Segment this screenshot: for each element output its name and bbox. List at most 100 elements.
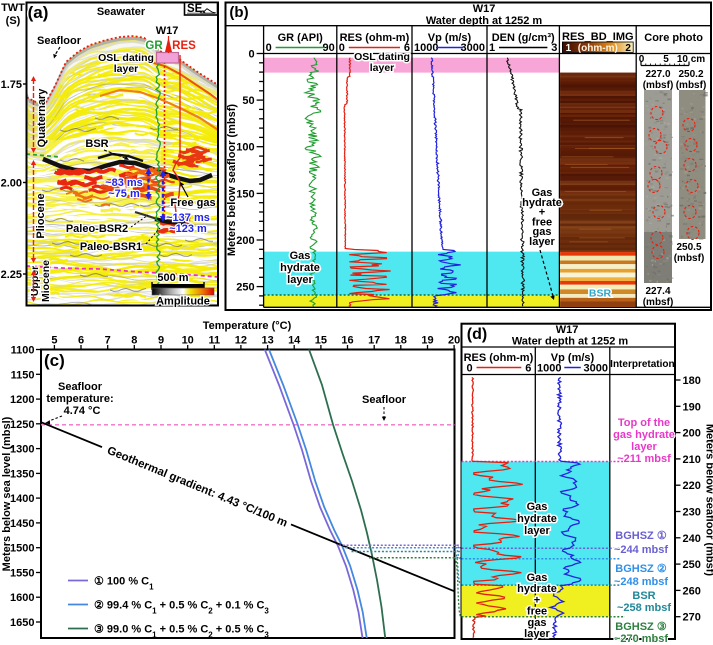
svg-text:TWT: TWT bbox=[1, 2, 25, 14]
svg-text:② 99.4 % C1 + 0.5 % C2 + 0.1 %: ② 99.4 % C1 + 0.5 % C2 + 0.1 % C3 bbox=[94, 600, 269, 616]
svg-text:Meters below sea level (mbsl): Meters below sea level (mbsl) bbox=[1, 416, 13, 571]
svg-text:RES_BD_IMG: RES_BD_IMG bbox=[562, 31, 634, 43]
svg-text:0: 0 bbox=[466, 363, 472, 375]
svg-text:GR (API): GR (API) bbox=[278, 32, 324, 44]
svg-text:1: 1 bbox=[489, 42, 495, 54]
svg-text:BSR: BSR bbox=[632, 590, 655, 602]
svg-text:free: free bbox=[532, 216, 552, 228]
svg-text:Meters below seafloor (mbsf): Meters below seafloor (mbsf) bbox=[704, 424, 713, 577]
svg-text:Gas: Gas bbox=[532, 187, 553, 199]
svg-text:1.75: 1.75 bbox=[1, 79, 22, 91]
svg-text:260: 260 bbox=[683, 585, 701, 597]
svg-text:~244 mbsf: ~244 mbsf bbox=[614, 544, 668, 556]
svg-text:250: 250 bbox=[683, 559, 701, 571]
svg-text:Water depth at 1252 m: Water depth at 1252 m bbox=[426, 15, 543, 27]
svg-text:Gas: Gas bbox=[527, 501, 548, 513]
svg-text:(S): (S) bbox=[6, 15, 21, 27]
svg-text:(c): (c) bbox=[44, 351, 65, 370]
svg-text:+: + bbox=[539, 207, 545, 219]
svg-text:6: 6 bbox=[525, 363, 531, 375]
svg-text:240: 240 bbox=[683, 533, 701, 545]
svg-text:250.5: 250.5 bbox=[676, 242, 701, 253]
svg-text:1350: 1350 bbox=[10, 468, 34, 480]
svg-text:16: 16 bbox=[341, 335, 353, 347]
svg-text:10 cm: 10 cm bbox=[677, 54, 705, 65]
svg-text:8: 8 bbox=[131, 335, 137, 347]
svg-text:hydrate: hydrate bbox=[517, 583, 557, 595]
svg-text:12: 12 bbox=[235, 335, 247, 347]
svg-text:500 m: 500 m bbox=[157, 272, 188, 284]
svg-text:Gas: Gas bbox=[290, 250, 311, 262]
svg-text:Pliocene: Pliocene bbox=[35, 193, 47, 238]
svg-text:6: 6 bbox=[78, 335, 84, 347]
svg-text:W17: W17 bbox=[556, 324, 579, 336]
svg-text:0: 0 bbox=[248, 49, 254, 61]
svg-text:GR: GR bbox=[145, 40, 163, 52]
svg-text:Seafloor: Seafloor bbox=[37, 35, 82, 47]
svg-text:6: 6 bbox=[404, 42, 410, 54]
svg-text:0: 0 bbox=[339, 42, 345, 54]
svg-text:RES (ohm-m): RES (ohm-m) bbox=[464, 352, 534, 364]
svg-text:250: 250 bbox=[236, 282, 254, 294]
svg-text:Seafloor: Seafloor bbox=[58, 381, 103, 393]
svg-text:Quaternary: Quaternary bbox=[36, 88, 48, 148]
svg-text:③ 99.0 % C1 + 0.5 % C2 + 0.5 %: ③ 99.0 % C1 + 0.5 % C2 + 0.5 % C3 bbox=[94, 624, 269, 640]
svg-text:7: 7 bbox=[105, 335, 111, 347]
svg-text:9: 9 bbox=[158, 335, 164, 347]
svg-text:13: 13 bbox=[261, 335, 273, 347]
svg-text:~270 mbsf: ~270 mbsf bbox=[614, 633, 668, 645]
svg-text:~248 mbsf: ~248 mbsf bbox=[614, 576, 668, 588]
svg-text:hydrate: hydrate bbox=[517, 513, 557, 525]
svg-text:① 100 % C1: ① 100 % C1 bbox=[94, 576, 154, 592]
svg-text:230: 230 bbox=[683, 507, 701, 519]
svg-text:Gas: Gas bbox=[527, 572, 548, 584]
svg-text:200: 200 bbox=[236, 235, 254, 247]
svg-text:Miocene: Miocene bbox=[40, 260, 52, 302]
svg-text:BSR: BSR bbox=[85, 138, 108, 150]
svg-text:2.00: 2.00 bbox=[1, 178, 22, 190]
svg-text:(mbsf): (mbsf) bbox=[643, 297, 674, 308]
svg-text:~123 m: ~123 m bbox=[169, 223, 207, 235]
svg-text:11: 11 bbox=[208, 335, 220, 347]
svg-text:1300: 1300 bbox=[10, 444, 34, 456]
svg-text:Meters below seafloor (mbsf): Meters below seafloor (mbsf) bbox=[226, 104, 238, 257]
svg-text:hydrate: hydrate bbox=[522, 197, 562, 209]
svg-text:layer: layer bbox=[370, 62, 395, 74]
svg-text:17: 17 bbox=[368, 335, 380, 347]
svg-text:temperature:: temperature: bbox=[46, 393, 113, 405]
svg-text:1550: 1550 bbox=[10, 568, 34, 580]
svg-text:1650: 1650 bbox=[10, 617, 34, 629]
svg-text:227.4: 227.4 bbox=[645, 286, 670, 297]
svg-text:~75 m: ~75 m bbox=[108, 188, 140, 200]
svg-text:BSR: BSR bbox=[589, 288, 612, 300]
svg-text:Seafloor: Seafloor bbox=[362, 394, 407, 406]
svg-text:5: 5 bbox=[663, 54, 669, 65]
svg-text:SE: SE bbox=[187, 3, 203, 15]
svg-text:free: free bbox=[527, 606, 547, 618]
svg-text:Vp (m/s): Vp (m/s) bbox=[428, 32, 472, 44]
svg-text:(a): (a) bbox=[28, 3, 49, 22]
svg-text:3000: 3000 bbox=[584, 363, 608, 375]
svg-text:Amplitude: Amplitude bbox=[156, 296, 210, 308]
svg-text:RES: RES bbox=[172, 40, 196, 52]
svg-text:~258 mbsf: ~258 mbsf bbox=[617, 602, 671, 614]
svg-text:1150: 1150 bbox=[11, 369, 35, 381]
svg-text:1: 1 bbox=[566, 43, 572, 54]
svg-text:150: 150 bbox=[236, 188, 254, 200]
svg-text:Temperature (°C): Temperature (°C) bbox=[203, 320, 292, 332]
svg-text:layer: layer bbox=[287, 274, 313, 286]
svg-text:Vp (m/s): Vp (m/s) bbox=[551, 352, 595, 364]
svg-text:15: 15 bbox=[315, 335, 327, 347]
svg-text:(mbsf): (mbsf) bbox=[643, 80, 674, 91]
svg-text:gas: gas bbox=[528, 617, 547, 629]
svg-text:190: 190 bbox=[683, 401, 701, 413]
svg-text:W17: W17 bbox=[156, 25, 179, 37]
svg-text:200: 200 bbox=[683, 428, 701, 440]
svg-text:(b): (b) bbox=[229, 4, 248, 21]
svg-text:(mbsf): (mbsf) bbox=[676, 80, 707, 91]
svg-text:Interpretation: Interpretation bbox=[610, 359, 674, 370]
svg-text:2: 2 bbox=[625, 43, 631, 54]
svg-text:W17: W17 bbox=[473, 3, 496, 15]
svg-text:gas: gas bbox=[533, 226, 552, 238]
svg-text:gas hydrate: gas hydrate bbox=[613, 429, 675, 441]
